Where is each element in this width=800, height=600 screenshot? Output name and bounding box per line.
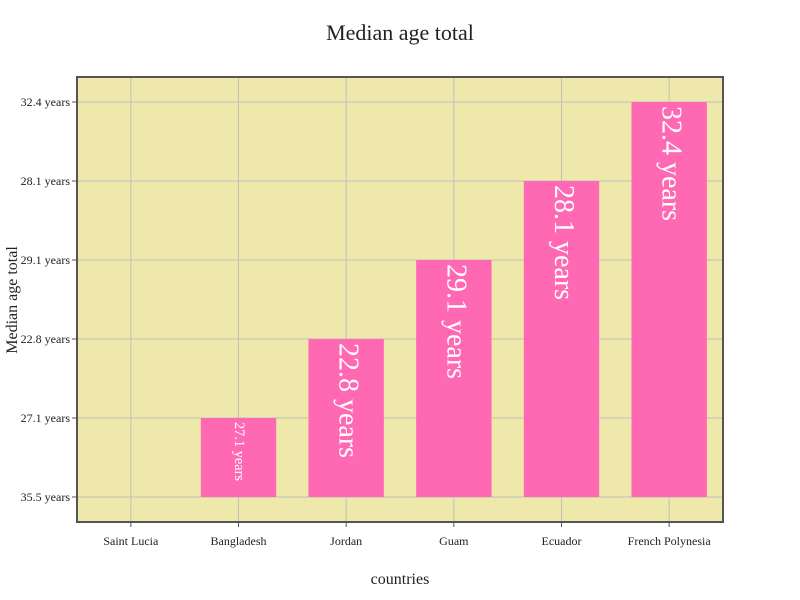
y-tick-label: 35.5 years [21,490,71,504]
y-tick-label: 28.1 years [21,174,71,188]
y-tick-label: 27.1 years [21,411,71,425]
chart-title: Median age total [326,20,474,45]
y-axis-title: Median age total [4,246,21,354]
bar-label: 32.4 years [656,106,687,221]
y-tick-label: 29.1 years [21,253,71,267]
x-tick-label: Guam [439,534,469,548]
x-axis-title: countries [371,571,430,588]
x-tick-label: Bangladesh [211,534,267,548]
bar-ecuador [523,181,600,497]
bar-label: 29.1 years [440,264,471,379]
bar-bangladesh [200,418,277,497]
x-tick-label: Saint Lucia [103,534,159,548]
bar-labels: 27.1 years 22.8 years 29.1 years 28.1 years… [231,106,687,481]
x-tick-label: French Polynesia [628,534,712,548]
bar-french-polynesia [631,102,707,497]
y-tick-label: 32.4 years [21,95,71,109]
bar-guam [416,260,492,497]
bar-label: 28.1 years [548,185,579,300]
plot-area [77,77,723,522]
bar-label: 22.8 years [333,343,364,458]
y-axis-ticks: 35.5 years 27.1 years 22.8 years 29.1 years… [21,95,77,504]
bar-jordan [308,339,384,497]
bars [200,102,707,497]
bar-label: 27.1 years [231,422,247,481]
x-tick-label: Ecuador [542,534,582,548]
plot-frame [76,76,724,523]
x-axis-ticks: Saint Lucia Bangladesh Jordan Guam Ecuador Fr… [103,522,711,548]
y-tick-label: 22.8 years [21,332,71,346]
x-tick-label: Jordan [330,534,362,548]
